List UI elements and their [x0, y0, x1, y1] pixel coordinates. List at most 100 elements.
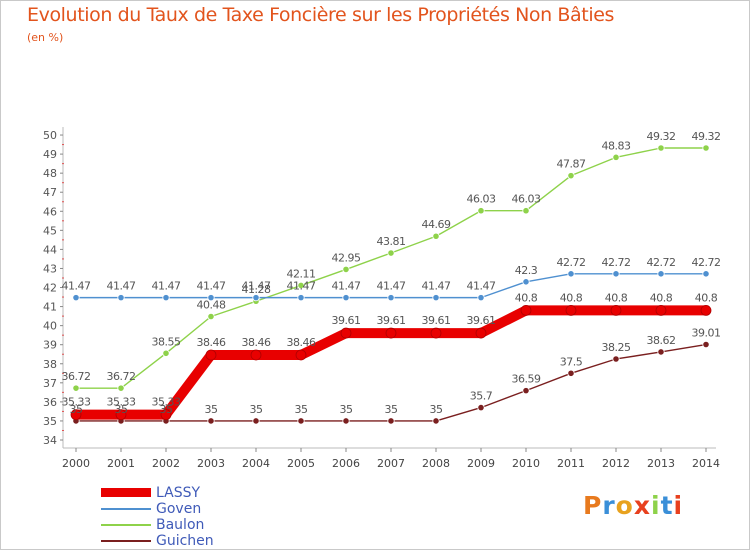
data-label-goven: 42.72	[692, 256, 721, 269]
data-point-guichen	[342, 417, 350, 425]
y-tick-label: 46	[43, 205, 57, 218]
y-tick-label: 38	[43, 358, 57, 371]
data-label-goven: 41.47	[422, 280, 451, 293]
data-label-baulon: 41.28	[242, 283, 271, 296]
data-point-goven	[117, 294, 125, 302]
data-point-baulon	[702, 144, 710, 152]
data-point-lassy	[385, 327, 397, 339]
data-label-baulon: 42.11	[287, 267, 316, 280]
data-label-lassy: 39.61	[422, 314, 451, 327]
x-tick-label: 2000	[62, 457, 90, 470]
data-point-goven	[567, 270, 575, 278]
y-tick-label: 34	[43, 434, 57, 447]
x-tick-label: 2005	[287, 457, 315, 470]
data-label-goven: 41.47	[62, 280, 91, 293]
x-tick-label: 2013	[647, 457, 675, 470]
data-label-lassy: 40.8	[605, 291, 628, 304]
logo-letter: t	[660, 491, 674, 520]
data-label-baulon: 49.32	[692, 130, 721, 143]
data-point-goven	[522, 278, 530, 286]
series-lines	[70, 144, 712, 425]
data-label-guichen: 35	[340, 403, 353, 416]
y-tick-label: 49	[43, 148, 57, 161]
data-point-guichen	[612, 355, 620, 363]
data-point-guichen	[252, 417, 260, 425]
data-label-guichen: 35	[430, 403, 443, 416]
chart-title: Evolution du Taux de Taxe Foncière sur l…	[27, 4, 615, 26]
data-label-lassy: 40.8	[650, 291, 673, 304]
x-tick-label: 2014	[692, 457, 720, 470]
data-point-lassy	[340, 327, 352, 339]
data-point-lassy	[565, 304, 577, 316]
data-point-lassy	[655, 304, 667, 316]
data-label-baulon: 38.55	[152, 335, 181, 348]
data-label-goven: 42.72	[557, 256, 586, 269]
data-label-guichen: 38.25	[602, 341, 631, 354]
y-tick-label: 47	[43, 186, 57, 199]
legend-swatch	[101, 540, 151, 542]
x-tick-label: 2002	[152, 457, 180, 470]
unit-label: (en %)	[27, 31, 64, 44]
data-point-goven	[387, 294, 395, 302]
data-point-guichen	[207, 417, 215, 425]
data-label-lassy: 40.8	[695, 291, 718, 304]
data-label-lassy: 35.33	[107, 396, 136, 409]
data-label-baulon: 47.87	[557, 158, 586, 171]
x-tick-label: 2009	[467, 457, 495, 470]
series-guichen	[72, 340, 710, 425]
data-point-lassy	[250, 349, 262, 361]
y-tick-label: 36	[43, 396, 57, 409]
data-point-goven	[342, 294, 350, 302]
data-point-goven	[162, 294, 170, 302]
y-tick-label: 43	[43, 262, 57, 275]
data-label-goven: 41.47	[152, 280, 181, 293]
data-label-lassy: 39.61	[467, 314, 496, 327]
data-point-guichen	[477, 403, 485, 412]
series-lassy	[70, 304, 712, 421]
data-label-lassy: 39.61	[377, 314, 406, 327]
data-label-goven: 41.47	[377, 280, 406, 293]
data-point-baulon	[72, 384, 80, 392]
data-label-guichen: 36.59	[512, 373, 541, 386]
proxiti-logo: Proxiti	[583, 491, 683, 520]
data-point-baulon	[432, 232, 440, 240]
legend-swatch	[101, 488, 151, 497]
data-point-guichen	[522, 387, 530, 395]
data-label-goven: 41.47	[332, 280, 361, 293]
series-baulon	[72, 144, 710, 392]
data-point-lassy	[520, 304, 532, 316]
logo-letter: r	[602, 491, 616, 520]
data-point-baulon	[477, 207, 485, 215]
data-label-goven: 41.47	[467, 280, 496, 293]
y-tick-label: 45	[43, 224, 57, 237]
axes: 34 35 36 37 38 39 40 41 42 43 44 45 46 47 48 49 50 2000 20…	[43, 127, 720, 470]
data-label-goven: 42.3	[515, 264, 538, 277]
data-point-guichen	[432, 417, 440, 425]
data-label-guichen: 35	[385, 403, 398, 416]
data-point-lassy	[610, 304, 622, 316]
legend-label: LASSY	[156, 485, 201, 501]
data-label-lassy: 35.33	[62, 396, 91, 409]
legend-swatch	[101, 524, 151, 526]
data-point-lassy	[160, 409, 172, 421]
data-label-guichen: 35	[250, 403, 263, 416]
data-point-lassy	[295, 349, 307, 361]
data-label-guichen: 35	[115, 403, 128, 416]
data-point-guichen	[387, 417, 395, 425]
data-point-lassy	[475, 327, 487, 339]
data-label-lassy: 38.46	[287, 336, 316, 349]
x-tick-label: 2006	[332, 457, 360, 470]
data-point-guichen	[297, 417, 305, 425]
data-point-goven	[612, 270, 620, 278]
data-label-baulon: 44.69	[422, 218, 451, 231]
legend-swatch	[101, 508, 151, 510]
data-label-lassy: 39.61	[332, 314, 361, 327]
data-label-lassy: 38.46	[242, 336, 271, 349]
x-tick-label: 2012	[602, 457, 630, 470]
x-tick-label: 2007	[377, 457, 405, 470]
data-point-baulon	[297, 281, 305, 290]
data-label-goven: 41.47	[107, 280, 136, 293]
data-point-goven	[477, 294, 485, 302]
data-label-guichen: 35	[205, 403, 218, 416]
